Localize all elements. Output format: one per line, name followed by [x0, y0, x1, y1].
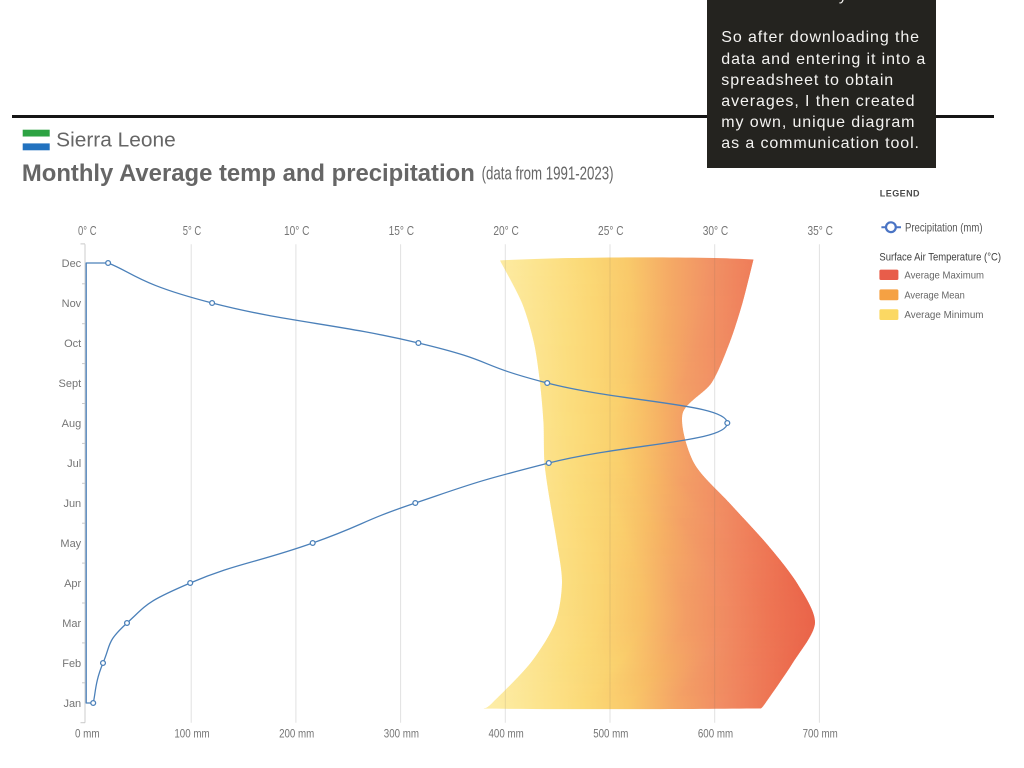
svg-text:LEGEND: LEGEND — [880, 189, 920, 199]
svg-text:Jan: Jan — [63, 698, 81, 710]
svg-text:30° C: 30° C — [703, 224, 729, 238]
svg-text:Oct: Oct — [64, 338, 81, 350]
svg-text:200 mm: 200 mm — [279, 726, 314, 740]
svg-text:0° C: 0° C — [78, 224, 97, 238]
svg-text:5° C: 5° C — [183, 224, 202, 238]
svg-text:Sierra Leone: Sierra Leone — [56, 130, 176, 152]
svg-text:Average Mean: Average Mean — [904, 289, 965, 301]
svg-text:Apr: Apr — [64, 578, 81, 590]
svg-text:600 mm: 600 mm — [698, 726, 733, 740]
svg-text:15° C: 15° C — [389, 224, 415, 238]
svg-text:35° C: 35° C — [807, 224, 833, 238]
svg-text:Average Minimum: Average Minimum — [904, 309, 983, 321]
svg-text:700 mm: 700 mm — [803, 726, 838, 740]
svg-text:300 mm: 300 mm — [384, 726, 419, 740]
svg-text:Aug: Aug — [62, 418, 82, 430]
svg-text:Surface Air Temperature (°C): Surface Air Temperature (°C) — [879, 252, 1001, 264]
svg-text:Jul: Jul — [67, 458, 81, 470]
svg-text:20° C: 20° C — [493, 224, 519, 238]
svg-text:Precipitation (mm): Precipitation (mm) — [905, 221, 983, 235]
svg-text:10° C: 10° C — [284, 224, 310, 238]
svg-text:25° C: 25° C — [598, 224, 624, 238]
svg-text:100 mm: 100 mm — [174, 726, 209, 740]
svg-text:May: May — [60, 538, 81, 550]
svg-text:Sept: Sept — [59, 378, 82, 390]
svg-text:Average Maximum: Average Maximum — [904, 270, 984, 282]
svg-text:Mar: Mar — [62, 618, 81, 630]
svg-text:500 mm: 500 mm — [593, 726, 628, 740]
svg-text:Dec: Dec — [62, 258, 82, 270]
svg-text:Feb: Feb — [62, 658, 81, 670]
svg-text:400 mm: 400 mm — [489, 726, 524, 740]
svg-text:Nov: Nov — [62, 298, 82, 310]
svg-text:Jun: Jun — [63, 498, 81, 510]
svg-text:(data from 1991-2023): (data from 1991-2023) — [482, 164, 614, 184]
svg-text:0 mm: 0 mm — [75, 726, 100, 740]
svg-text:Monthly Average temp and preci: Monthly Average temp and precipitation — [22, 160, 475, 187]
